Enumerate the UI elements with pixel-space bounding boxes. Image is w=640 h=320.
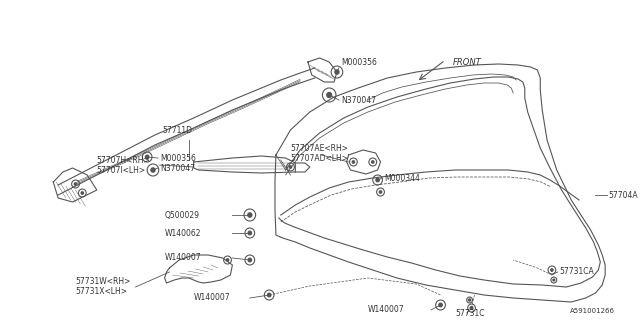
Circle shape (248, 258, 252, 262)
Circle shape (551, 269, 553, 271)
Text: W140007: W140007 (164, 253, 201, 262)
Text: W140007: W140007 (368, 306, 404, 315)
Circle shape (74, 183, 77, 185)
Circle shape (553, 279, 555, 281)
Text: 57731W<RH>: 57731W<RH> (76, 277, 131, 286)
Circle shape (248, 231, 252, 235)
Text: M000356: M000356 (160, 154, 196, 163)
Circle shape (468, 299, 470, 301)
Text: 57731C: 57731C (455, 308, 484, 317)
Text: A591001266: A591001266 (570, 308, 615, 314)
Text: M000356: M000356 (341, 58, 377, 67)
Circle shape (268, 293, 271, 297)
Circle shape (372, 161, 374, 163)
Text: 57707H<RH>: 57707H<RH> (97, 156, 150, 164)
Text: N370047: N370047 (341, 95, 376, 105)
Text: 57707I<LH>: 57707I<LH> (97, 165, 146, 174)
Circle shape (145, 155, 149, 159)
Text: 57731CA: 57731CA (559, 268, 595, 276)
Text: Q500029: Q500029 (164, 211, 200, 220)
Text: 57711D: 57711D (163, 125, 193, 134)
Circle shape (81, 192, 83, 194)
Circle shape (352, 161, 355, 163)
Text: 57707AE<RH>: 57707AE<RH> (291, 143, 348, 153)
Circle shape (327, 92, 332, 98)
Text: FRONT: FRONT (453, 58, 482, 67)
Text: 57731X<LH>: 57731X<LH> (76, 287, 127, 297)
Circle shape (227, 259, 228, 261)
Circle shape (151, 168, 155, 172)
Text: M000344: M000344 (385, 173, 420, 182)
Text: W140062: W140062 (164, 228, 201, 237)
Circle shape (289, 166, 292, 168)
Circle shape (248, 213, 252, 217)
Circle shape (380, 191, 381, 193)
Text: N370047: N370047 (160, 164, 195, 172)
Text: 57707AD<LH>: 57707AD<LH> (291, 154, 348, 163)
Text: W140007: W140007 (194, 293, 230, 302)
Circle shape (439, 303, 442, 307)
Text: 57704A: 57704A (608, 190, 637, 199)
Circle shape (335, 70, 339, 74)
Circle shape (376, 178, 380, 182)
Circle shape (470, 307, 473, 309)
